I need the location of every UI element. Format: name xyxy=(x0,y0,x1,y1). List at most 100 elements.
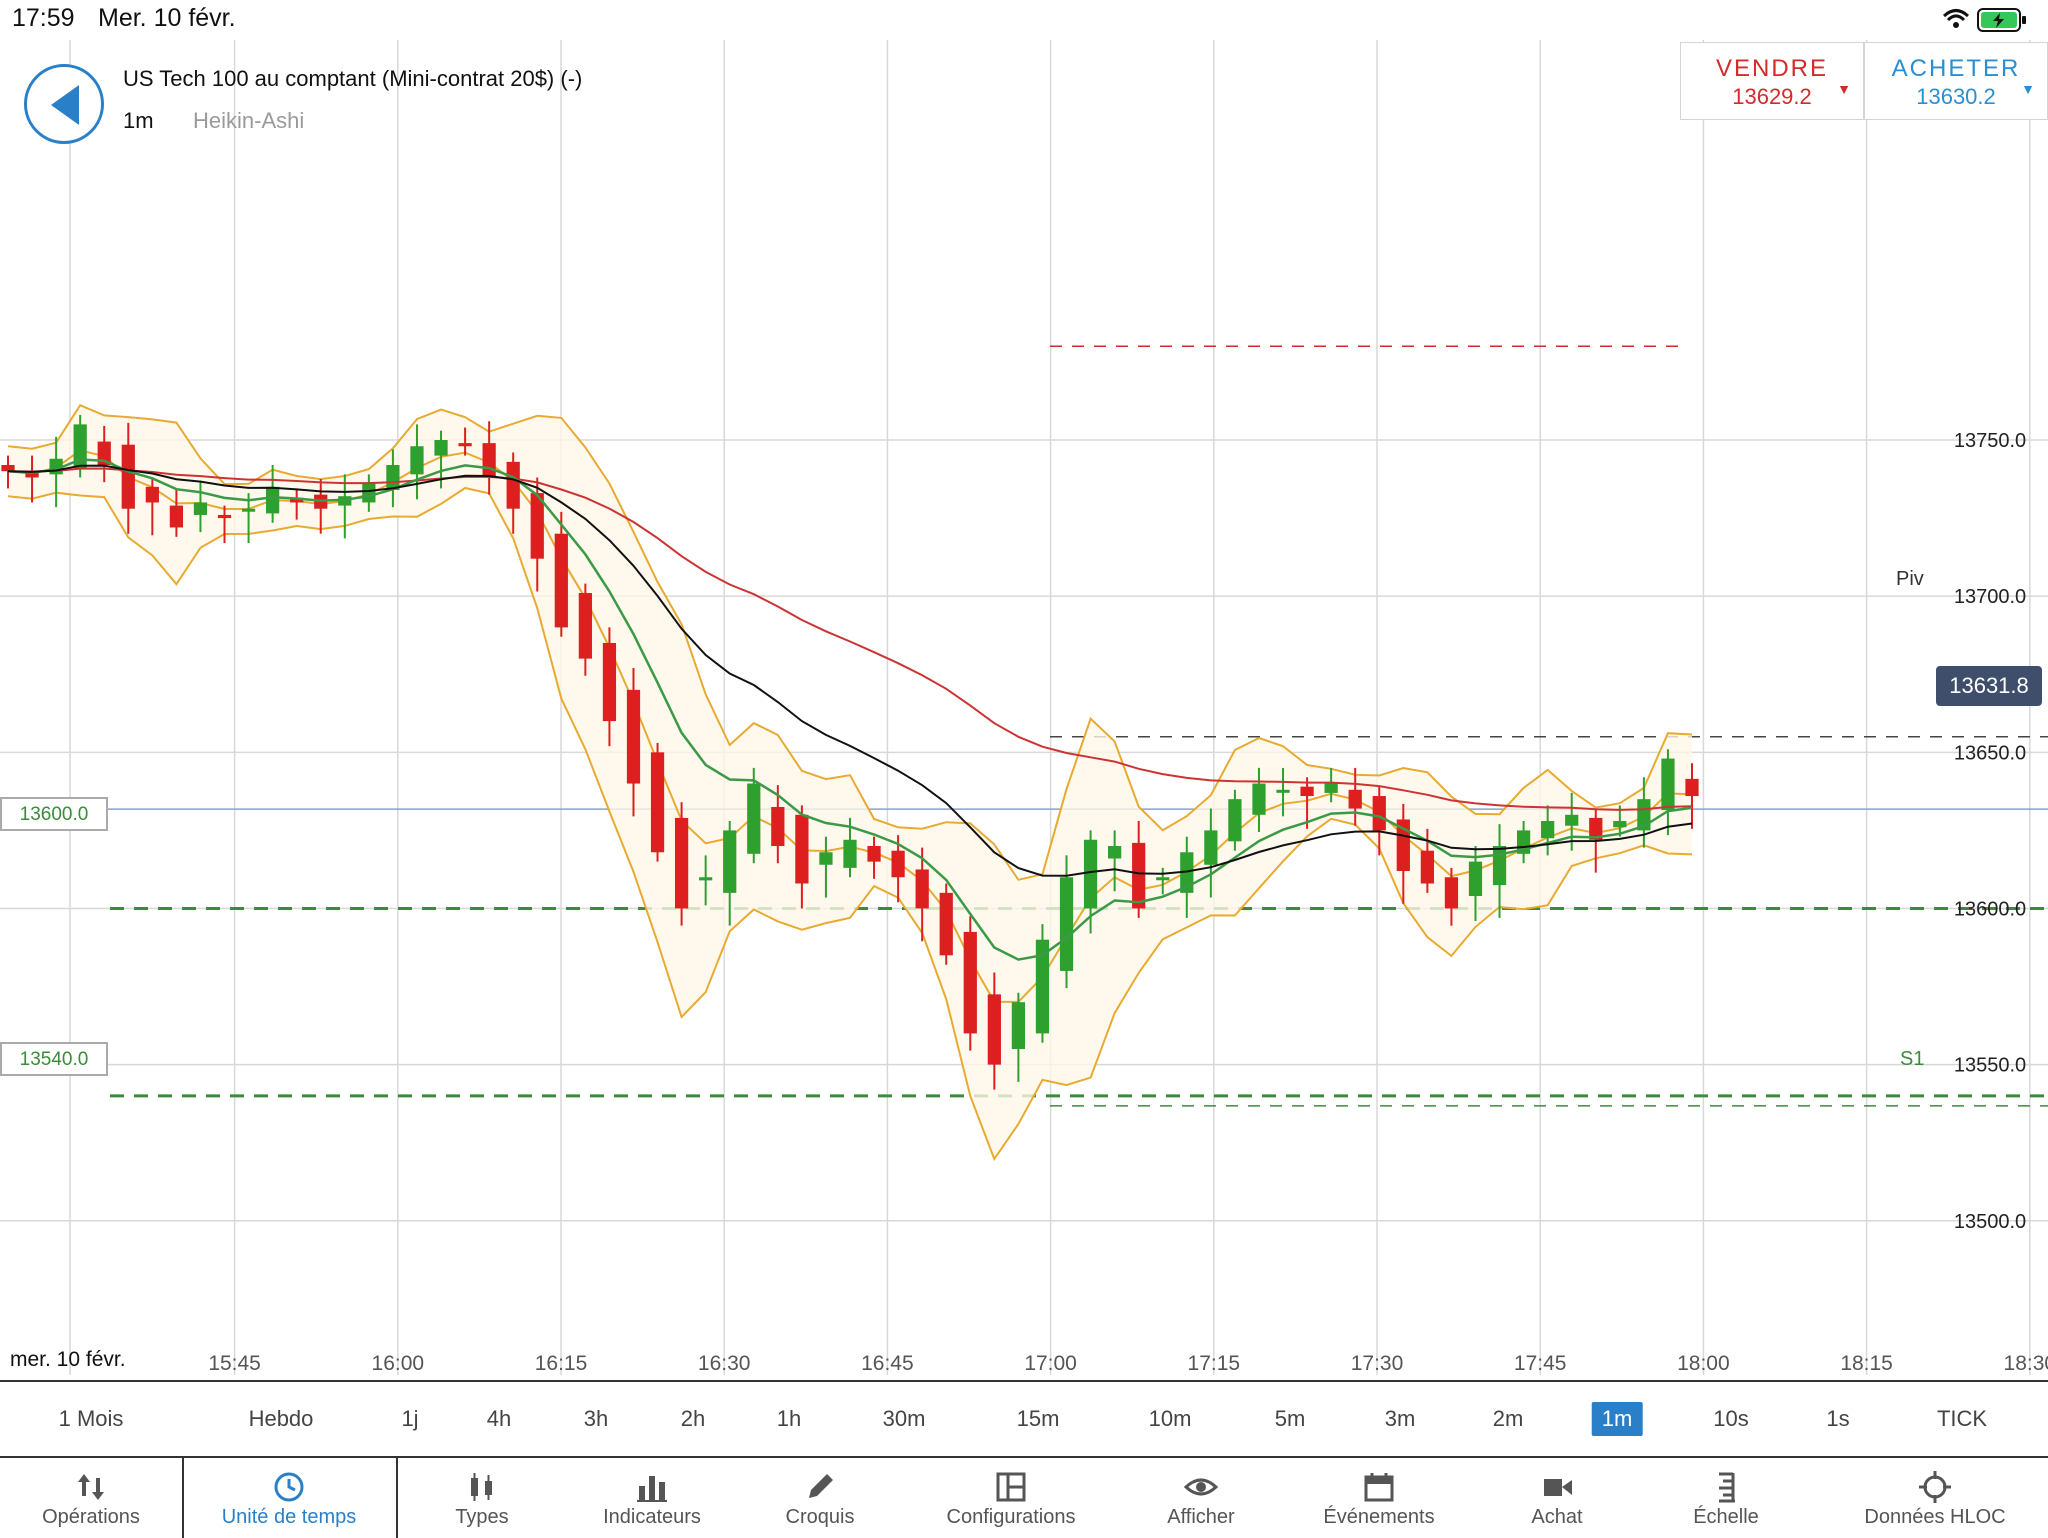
tool-label: Échelle xyxy=(1693,1506,1759,1528)
status-time: 17:59 xyxy=(12,4,75,32)
timeframe-15m[interactable]: 15m xyxy=(1016,1406,1060,1431)
x-tick-label: 18:30 xyxy=(2004,1352,2048,1375)
candle-body xyxy=(121,444,135,509)
timeframe-3m[interactable]: 3m xyxy=(1384,1406,1416,1431)
timeframe-2h[interactable]: 2h xyxy=(680,1406,706,1431)
candle-body xyxy=(1348,789,1362,809)
battery-icon xyxy=(1977,8,2026,32)
scale-icon xyxy=(1719,1472,1735,1503)
candle-body xyxy=(747,783,761,854)
candle-body xyxy=(1372,796,1386,831)
layout-icon xyxy=(996,1472,1026,1502)
tool-label: Types xyxy=(455,1506,509,1528)
candle-body xyxy=(554,533,568,628)
timeframe-1h[interactable]: 1h xyxy=(776,1406,802,1431)
tool-bar: Opérations Unité de temps Types Indicateurs… xyxy=(0,1456,2048,1538)
candle-body xyxy=(362,483,376,503)
candle-body xyxy=(1589,817,1603,840)
x-tick-label: 16:45 xyxy=(861,1352,914,1375)
candle-body xyxy=(434,440,448,456)
timeframe-1-mois[interactable]: 1 Mois xyxy=(58,1406,124,1431)
timeframe-1j[interactable]: 1j xyxy=(401,1406,419,1431)
bollinger-band-fill xyxy=(8,405,1692,1159)
candle-body xyxy=(939,892,953,956)
tool-configurations-button[interactable]: Configurations xyxy=(904,1458,1118,1538)
sell-button[interactable]: VENDRE 13629.2 ▼ xyxy=(1680,42,1864,120)
tool-label: Croquis xyxy=(785,1506,855,1528)
tool-hloc-button[interactable]: Données HLOC xyxy=(1822,1458,2048,1538)
tool-scale-button[interactable]: Échelle xyxy=(1630,1458,1822,1538)
candle-body xyxy=(987,994,1001,1065)
y-tick-label: 13500.0 xyxy=(1954,1211,2026,1233)
candle-body xyxy=(723,830,737,893)
timeframe-30m[interactable]: 30m xyxy=(882,1406,926,1431)
tool-types-button[interactable]: Types xyxy=(396,1458,568,1538)
candle-body xyxy=(602,643,617,722)
candle-body xyxy=(963,931,977,1034)
candle-body xyxy=(482,443,496,478)
candle-body xyxy=(1035,939,1050,1034)
y-tick-label: 13750.0 xyxy=(1954,430,2026,452)
timeframe-10m[interactable]: 10m xyxy=(1148,1406,1192,1431)
y-tick-label: 13650.0 xyxy=(1954,742,2026,764)
candle-body xyxy=(1541,821,1555,839)
timeframe-1m[interactable]: 1m xyxy=(1591,1402,1643,1436)
candle-body xyxy=(1108,846,1122,859)
timeframe-1s[interactable]: 1s xyxy=(1826,1406,1850,1431)
candle-body xyxy=(1300,786,1314,797)
down-triangle-icon: ▼ xyxy=(2021,81,2035,97)
candle-body xyxy=(145,486,159,503)
sell-price: 13629.2 xyxy=(1732,84,1812,109)
timeframe-label: 1m xyxy=(123,108,154,133)
bollinger-upper xyxy=(7,403,1693,881)
timeframe-4h[interactable]: 4h xyxy=(486,1406,512,1431)
buy-button[interactable]: ACHETER 13630.2 ▼ xyxy=(1864,42,2048,120)
timeframe-tick[interactable]: TICK xyxy=(1936,1406,1988,1431)
bars-icon xyxy=(637,1476,667,1502)
candle-body xyxy=(771,806,785,847)
tool-indicators-button[interactable]: Indicateurs xyxy=(568,1458,736,1538)
timeframe-bar: 1 Mois Hebdo 1j 4h 3h 2h 1h 30m 15m 10m 5m 3m 2m 1m 10… xyxy=(0,1380,2048,1458)
candle-body xyxy=(915,869,929,909)
candle-body xyxy=(650,752,665,853)
tool-events-button[interactable]: Événements xyxy=(1274,1458,1484,1538)
timeframe-10s[interactable]: 10s xyxy=(1713,1406,1749,1431)
candle-body xyxy=(1565,814,1579,826)
candle-body xyxy=(530,493,544,559)
candle-body xyxy=(1132,842,1146,909)
chart-grid xyxy=(0,40,2048,1375)
candle-body xyxy=(1468,861,1483,896)
candle-body xyxy=(241,508,256,512)
candle-body xyxy=(1156,877,1170,881)
tool-label: Opérations xyxy=(42,1506,140,1528)
timeframe-hebdo[interactable]: Hebdo xyxy=(248,1406,314,1431)
price-chart[interactable]: 13750.0 13700.0 13650.0 13600.0 13550.0 13500… xyxy=(0,40,2048,1380)
price-level-tag[interactable]: 13540.0 xyxy=(0,1042,108,1076)
instrument-title[interactable]: US Tech 100 au comptant (Mini-contrat 20… xyxy=(123,66,583,91)
tool-timeunit-button[interactable]: Unité de temps xyxy=(182,1458,398,1538)
candle-body xyxy=(1011,1002,1026,1050)
timeframe-5m[interactable]: 5m xyxy=(1274,1406,1306,1431)
candle-body xyxy=(1252,783,1266,815)
candle-body xyxy=(1204,830,1218,865)
current-price-tag: 13631.8 xyxy=(1936,666,2042,706)
tool-operations-button[interactable]: Opérations xyxy=(0,1458,184,1538)
candle-body xyxy=(795,814,809,884)
timeframe-3h[interactable]: 3h xyxy=(583,1406,609,1431)
tool-sketch-button[interactable]: Croquis xyxy=(736,1458,904,1538)
tool-label: Événements xyxy=(1323,1506,1435,1528)
tool-display-button[interactable]: Afficher xyxy=(1128,1458,1274,1538)
price-level-tag[interactable]: 13600.0 xyxy=(0,797,108,831)
back-button[interactable] xyxy=(24,64,104,144)
timeframe-2m[interactable]: 2m xyxy=(1492,1406,1524,1431)
tool-purchase-button[interactable]: Achat xyxy=(1484,1458,1630,1538)
moving-average-black xyxy=(7,464,1693,877)
tool-label: Configurations xyxy=(946,1506,1076,1528)
y-axis-labels: 13750.0 13700.0 13650.0 13600.0 13550.0 13500… xyxy=(1954,430,2026,1233)
y-tick-label: 13550.0 xyxy=(1954,1055,2026,1077)
candle-body xyxy=(626,689,641,784)
candle-body xyxy=(169,505,184,528)
y-tick-label: 13600.0 xyxy=(1954,898,2026,920)
tool-label: Données HLOC xyxy=(1864,1506,2006,1528)
x-axis-labels: 15:45 16:00 16:15 16:30 16:45 17:00 17:15 17:30… xyxy=(208,1352,2048,1375)
